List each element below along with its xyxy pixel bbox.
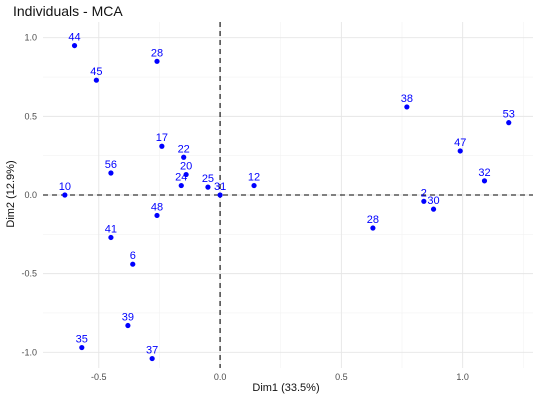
data-point [159, 143, 165, 149]
point-label: 37 [146, 345, 158, 357]
point-label: 17 [156, 132, 168, 144]
point-label: 24 [175, 172, 187, 184]
data-point [79, 344, 85, 351]
point-label: 12 [248, 172, 260, 184]
data-point [251, 182, 257, 189]
point-label: 25 [202, 173, 214, 185]
point-label: 56 [105, 159, 117, 171]
data-point [457, 148, 463, 154]
x-tick-label: 1.0 [456, 372, 469, 382]
data-point [181, 154, 187, 160]
point-label: 31 [214, 181, 226, 193]
point-label: 39 [122, 312, 134, 324]
data-point [154, 212, 160, 219]
data-point [71, 42, 78, 49]
y-axis-title: Dim2 (12.9%) [5, 160, 17, 227]
point-label: 6 [130, 250, 136, 262]
x-tick-label: -0.5 [91, 372, 107, 382]
data-point [108, 170, 114, 176]
data-point [154, 58, 160, 64]
data-point [178, 182, 184, 189]
reference-lines [43, 22, 533, 368]
data-point [370, 225, 376, 231]
data-point [93, 77, 99, 83]
point-label: 32 [478, 167, 490, 179]
point-label: 28 [151, 47, 163, 59]
data-point [506, 120, 512, 126]
point-label: 48 [151, 201, 163, 213]
data-point [205, 184, 211, 190]
x-tick-label: 0.0 [214, 372, 227, 382]
point-label: 53 [503, 109, 515, 121]
point-label: 10 [59, 181, 71, 193]
x-axis-title: Dim1 (33.5%) [252, 382, 319, 394]
point-label: 20 [180, 161, 192, 173]
data-point [108, 234, 114, 241]
point-label: 28 [367, 214, 379, 226]
chart-title: Individuals - MCA [13, 3, 123, 19]
y-tick-label: 1.0 [24, 33, 37, 43]
point-label: 35 [76, 334, 88, 346]
data-point [183, 171, 189, 178]
point-label: 41 [105, 223, 117, 235]
plot-grid [43, 22, 533, 368]
point-label: 2 [421, 187, 427, 199]
point-label: 44 [68, 32, 80, 44]
axis-ticks: -0.5 0.0 0.5 1.0 -1.0 -0.5 0.0 0.5 1.0 [21, 33, 468, 382]
point-label: 22 [178, 143, 190, 155]
data-point [130, 261, 136, 267]
y-tick-label: 0.5 [24, 111, 37, 121]
data-point [217, 192, 223, 198]
y-tick-label: -1.0 [21, 347, 37, 357]
data-point [404, 104, 410, 110]
data-point [125, 322, 131, 329]
point-label: 47 [454, 137, 466, 149]
point-label: 45 [90, 66, 102, 78]
data-point [149, 355, 155, 362]
point-label: 38 [401, 93, 413, 105]
data-point [481, 178, 488, 184]
data-point [421, 198, 427, 204]
y-tick-label: 0.0 [24, 190, 37, 200]
x-tick-label: 0.5 [335, 372, 348, 382]
point-label: 30 [427, 195, 439, 207]
data-point [62, 192, 68, 198]
data-point [430, 206, 437, 212]
y-tick-label: -0.5 [21, 269, 37, 279]
